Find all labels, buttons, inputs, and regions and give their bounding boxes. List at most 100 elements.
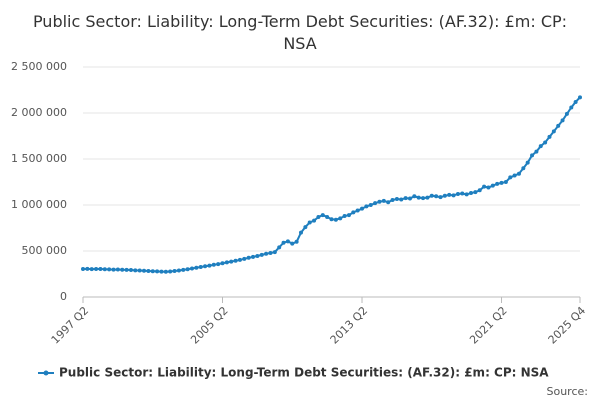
point [381, 198, 386, 203]
point [251, 254, 256, 259]
point [399, 197, 404, 202]
point [346, 213, 351, 218]
point [307, 220, 312, 225]
point [85, 266, 90, 271]
x-tick-label: 2025 Q4 [546, 304, 589, 347]
point [403, 196, 408, 201]
point [573, 99, 578, 104]
point [272, 250, 277, 255]
point [216, 262, 221, 267]
point [486, 185, 491, 190]
point [155, 269, 160, 274]
point [124, 267, 129, 272]
point [194, 265, 199, 270]
y-tick-label: 2 000 000 [11, 106, 67, 119]
point [438, 195, 443, 200]
point [530, 153, 535, 158]
point [320, 213, 325, 218]
point [447, 192, 452, 197]
point [242, 256, 247, 261]
point [329, 217, 334, 222]
point [455, 191, 460, 196]
y-tick-label: 1 000 000 [11, 198, 67, 211]
point [325, 214, 330, 219]
point [560, 118, 565, 123]
point [495, 181, 500, 186]
point [163, 269, 168, 274]
point [268, 251, 273, 256]
series-line [82, 96, 581, 273]
point [516, 171, 521, 176]
point [342, 214, 347, 219]
point [503, 180, 508, 184]
point [233, 258, 238, 263]
point [207, 263, 212, 268]
point [176, 268, 181, 273]
point [578, 95, 582, 100]
point [534, 149, 539, 154]
point [512, 173, 517, 178]
point [159, 269, 164, 274]
point [185, 267, 190, 272]
point [482, 184, 487, 189]
point [564, 111, 569, 116]
point [351, 210, 356, 215]
chart-title: Public Sector: Liability: Long-Term Debt… [33, 12, 567, 53]
point [543, 140, 548, 145]
point [429, 193, 434, 198]
point [521, 166, 526, 171]
point [460, 191, 465, 196]
point [294, 239, 299, 244]
point [477, 188, 482, 193]
point [360, 206, 365, 211]
point [285, 239, 290, 244]
point [281, 240, 286, 245]
point [377, 199, 382, 204]
point [290, 241, 295, 246]
point [142, 268, 147, 273]
point [264, 251, 269, 256]
point [412, 194, 417, 199]
point [203, 264, 208, 269]
point [434, 194, 439, 199]
point [229, 259, 234, 264]
point [259, 252, 264, 257]
point [442, 193, 447, 198]
point [407, 196, 412, 201]
point [373, 201, 378, 206]
point [255, 253, 260, 258]
x-tick-label: 2021 Q2 [467, 304, 510, 347]
point [189, 266, 194, 271]
point [421, 196, 426, 201]
y-tick-label: 1 500 000 [11, 152, 67, 165]
x-tick-label: 2013 Q2 [328, 304, 371, 347]
point [386, 200, 391, 205]
point [277, 245, 282, 250]
point [111, 267, 116, 272]
legend-label: Public Sector: Liability: Long-Term Debt… [59, 366, 549, 380]
point [312, 218, 317, 223]
point [137, 268, 142, 273]
point [168, 269, 173, 274]
point [172, 269, 177, 274]
point [211, 262, 216, 267]
point [224, 260, 229, 265]
point [490, 183, 495, 188]
x-tick-label: 1997 Q2 [49, 304, 92, 347]
point [547, 134, 552, 139]
point [390, 197, 395, 202]
y-tick-label: 2 500 000 [11, 60, 67, 73]
point [89, 267, 94, 272]
point [333, 217, 338, 222]
point [451, 193, 456, 198]
source: Source: [547, 385, 589, 398]
point [94, 266, 99, 271]
point [464, 192, 469, 197]
point [499, 180, 504, 185]
point [364, 204, 369, 209]
point [237, 257, 242, 262]
point [220, 261, 225, 266]
point [355, 208, 360, 213]
point [303, 225, 308, 230]
